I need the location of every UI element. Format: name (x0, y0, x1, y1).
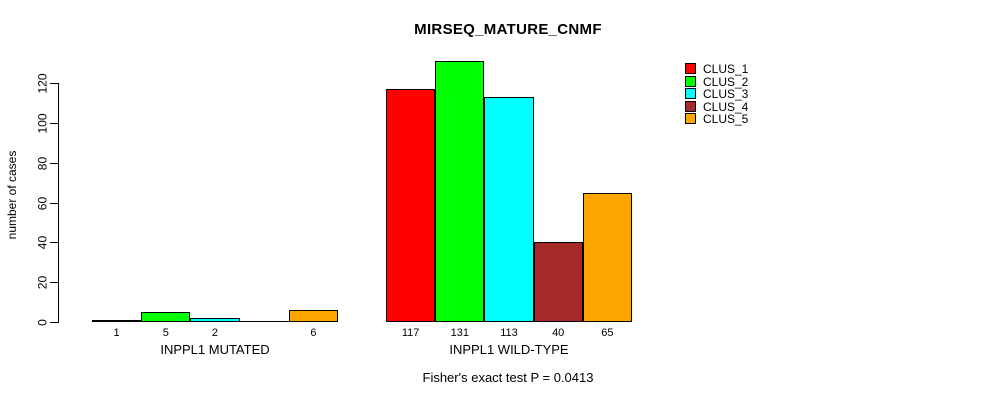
bar-clus_2-group1 (141, 312, 191, 322)
legend-swatch-clus_4 (685, 100, 696, 112)
bar-clus_1-group2 (386, 89, 436, 322)
y-tick-label: 120 (35, 73, 50, 94)
y-tick-mark (50, 242, 58, 243)
bar-value-label: 131 (450, 327, 469, 339)
bar-value-label: 113 (500, 327, 518, 339)
bar-value-label: 2 (211, 327, 219, 339)
legend-swatch-clus_2 (685, 75, 696, 87)
bar-value-label: 1 (113, 327, 120, 339)
bar-value-label: 65 (601, 327, 614, 339)
legend-label-clus_2: CLUS_2 (703, 74, 749, 89)
y-tick-mark (50, 83, 58, 84)
y-tick-label: 0 (35, 319, 50, 326)
legend-label-clus_5: CLUS_5 (703, 112, 749, 126)
y-tick-mark (50, 322, 58, 323)
legend-label-clus_4: CLUS_4 (703, 99, 749, 114)
y-axis-line (58, 83, 59, 323)
legend-swatch-clus_5 (685, 113, 696, 124)
y-tick-mark (50, 163, 58, 164)
bar-clus_5-group2 (582, 193, 632, 322)
bar-value-label: 40 (552, 327, 565, 339)
y-tick-label: 40 (35, 235, 50, 250)
bar-clus_3-group1 (190, 318, 240, 322)
legend-swatch-clus_1 (685, 63, 696, 74)
bar-clus_4-group1-zero (239, 321, 289, 322)
bar-clus_3-group2 (484, 97, 534, 322)
bar-value-label: 6 (310, 327, 317, 339)
fisher-test-annotation: Fisher's exact test P = 0.0413 (422, 370, 594, 385)
y-tick-mark (50, 123, 58, 124)
y-tick-label: 80 (35, 156, 50, 171)
bar-clus_2-group2 (435, 61, 485, 322)
y-tick-mark (50, 203, 58, 204)
y-tick-label: 100 (35, 113, 50, 134)
bar-clus_4-group2 (533, 242, 583, 322)
legend-label-clus_3: CLUS_3 (703, 87, 749, 101)
y-tick-label: 20 (35, 275, 50, 290)
bar-value-label: 117 (401, 327, 420, 339)
bar-clus_5-group1 (288, 310, 338, 322)
group-label-2: INPPL1 WILD-TYPE (449, 342, 569, 357)
bar-value-label: 5 (162, 327, 169, 339)
y-tick-mark (50, 282, 58, 283)
legend-swatch-clus_3 (685, 88, 696, 99)
chart-title: MIRSEQ_MATURE_CNMF (414, 21, 602, 38)
bar-clus_1-group1 (92, 320, 142, 322)
legend-label-clus_1: CLUS_1 (703, 62, 749, 76)
y-tick-label: 60 (35, 196, 50, 211)
group-label-1: INPPL1 MUTATED (160, 342, 270, 357)
y-axis-title: number of cases (5, 150, 19, 240)
